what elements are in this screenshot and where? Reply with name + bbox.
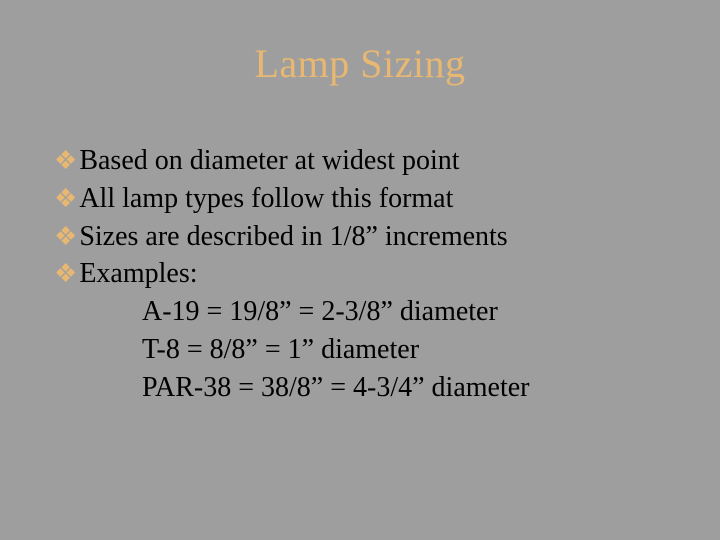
- slide-title: Lamp Sizing: [0, 40, 720, 87]
- diamond-bullet-icon: ❖: [54, 142, 77, 180]
- bullet-item: ❖ Based on diameter at widest point: [54, 142, 720, 180]
- bullet-item: ❖ All lamp types follow this format: [54, 180, 720, 218]
- slide-content: ❖ Based on diameter at widest point ❖ Al…: [0, 142, 720, 407]
- example-line: PAR-38 = 38/8” = 4-3/4” diameter: [54, 369, 720, 407]
- diamond-bullet-icon: ❖: [54, 218, 77, 256]
- example-line: A-19 = 19/8” = 2-3/8” diameter: [54, 293, 720, 331]
- diamond-bullet-icon: ❖: [54, 255, 77, 293]
- diamond-bullet-icon: ❖: [54, 180, 77, 218]
- example-line: T-8 = 8/8” = 1” diameter: [54, 331, 720, 369]
- bullet-text: All lamp types follow this format: [79, 180, 720, 218]
- bullet-text: Examples:: [79, 255, 720, 293]
- bullet-text: Based on diameter at widest point: [79, 142, 720, 180]
- slide: Lamp Sizing ❖ Based on diameter at wides…: [0, 0, 720, 540]
- bullet-text: Sizes are described in 1/8” increments: [79, 218, 720, 256]
- bullet-item: ❖ Sizes are described in 1/8” increments: [54, 218, 720, 256]
- bullet-item: ❖ Examples:: [54, 255, 720, 293]
